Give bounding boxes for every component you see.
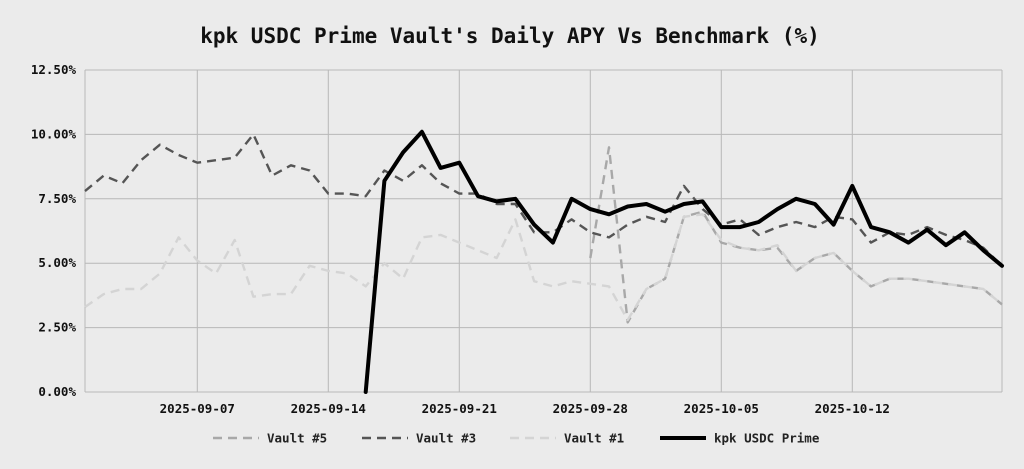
x-tick-label: 2025-10-12 [815,401,890,416]
y-tick-label: 0.00% [38,384,76,399]
series-line-vault-5 [589,146,1003,324]
series-lines [84,129,1004,394]
x-axis-ticks: 2025-09-07 2025-09-14 2025-09-21 2025-09-28… [160,401,890,416]
legend-label-vault-1: Vault #1 [564,431,624,446]
y-tick-label: 12.50% [31,62,77,77]
y-tick-label: 2.50% [38,320,76,335]
legend-label-vault-5: Vault #5 [267,431,327,446]
y-tick-label: 10.00% [31,126,77,141]
series-line-kpk-usdc-prime [363,129,1004,394]
y-tick-label: 7.50% [38,191,76,206]
x-tick-label: 2025-09-07 [160,401,235,416]
legend: Vault #5 Vault #3 Vault #1 kpk USDC Prime [213,431,820,446]
gridlines [84,69,1003,393]
chart-title: kpk USDC Prime Vault's Daily APY Vs Benc… [200,24,820,48]
legend-label-vault-3: Vault #3 [416,431,476,446]
y-axis-ticks: 0.00% 2.50% 5.00% 7.50% 10.00% 12.50% [31,62,77,399]
y-tick-label: 5.00% [38,255,76,270]
legend-label-kpk-usdc-prime: kpk USDC Prime [714,431,820,446]
x-tick-label: 2025-10-05 [684,401,759,416]
x-tick-label: 2025-09-28 [553,401,628,416]
series-line-vault-3 [84,133,1003,267]
series-line-vault-1 [84,213,1003,322]
x-tick-label: 2025-09-21 [422,401,497,416]
x-tick-label: 2025-09-14 [291,401,366,416]
